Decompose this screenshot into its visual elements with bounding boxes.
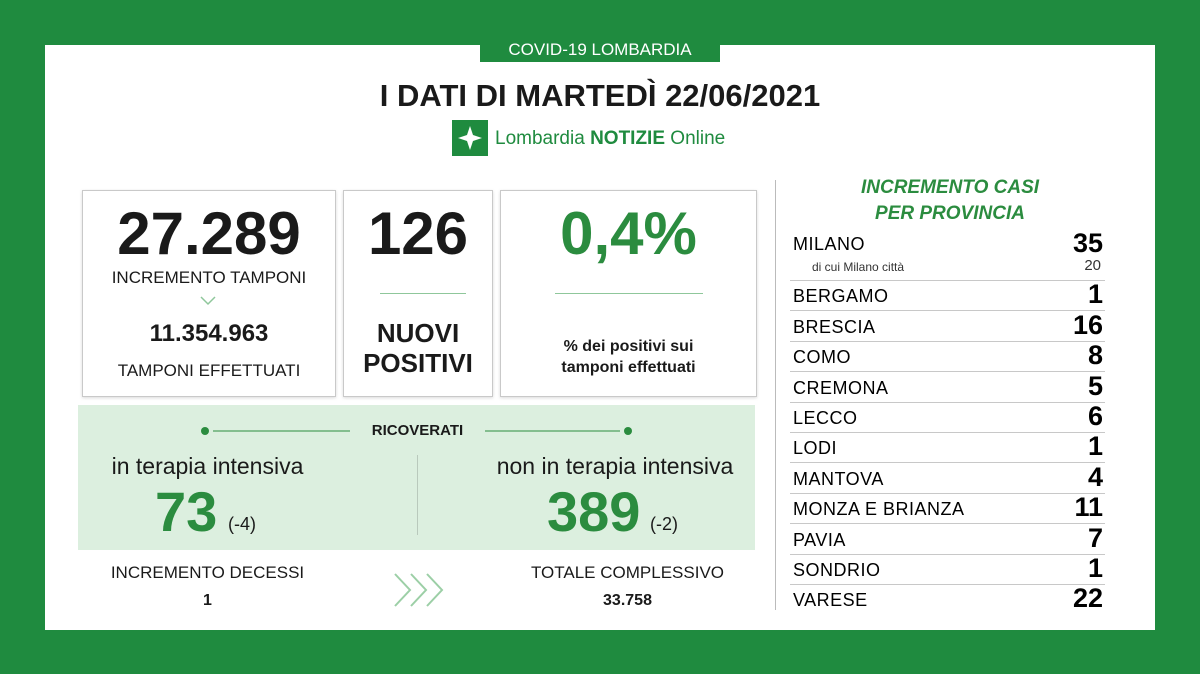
intensive-value: 73 bbox=[155, 480, 218, 543]
province-row: MANTOVA 4 bbox=[790, 461, 1105, 494]
logo-suffix: Online bbox=[670, 128, 726, 149]
totale-value: 33.758 bbox=[603, 592, 652, 609]
province-name: VARESE bbox=[793, 590, 868, 611]
positivi-value: 126 bbox=[367, 200, 469, 267]
province-row: LODI 1 bbox=[790, 431, 1105, 464]
provinces-title-2: PER PROVINCIA bbox=[875, 203, 1025, 224]
province-value: 4 bbox=[1087, 461, 1103, 492]
province-name: MILANO bbox=[793, 234, 866, 254]
province-name: BRESCIA bbox=[793, 316, 876, 337]
decessi-label: INCREMENTO DECESSI bbox=[110, 563, 305, 582]
ricoverati-panel bbox=[78, 405, 755, 550]
non-intensive-value: 389 bbox=[547, 480, 641, 543]
rate-label: % dei positivi sui tamponi effettuati bbox=[500, 336, 757, 378]
ricoverati-title: RICOVERATI bbox=[371, 422, 464, 439]
positivi-label: NUOVI POSITIVI bbox=[343, 318, 493, 378]
province-value: 1 bbox=[1087, 552, 1103, 583]
province-name: COMO bbox=[793, 347, 851, 368]
chevron bbox=[200, 296, 216, 306]
province-value: 1 bbox=[1087, 431, 1103, 462]
logo-brand: NOTIZIE bbox=[590, 128, 666, 149]
logo-icon bbox=[452, 120, 488, 156]
province-name: LODI bbox=[793, 438, 838, 459]
province-name: CREMONA bbox=[793, 377, 889, 398]
provinces-title-1: INCREMENTO CASI bbox=[860, 177, 1040, 198]
tamponi-increment-label: INCREMENTO TAMPONI bbox=[111, 268, 307, 287]
province-value: 8 bbox=[1087, 340, 1103, 371]
tamponi-total: 11.354.963 bbox=[149, 320, 269, 347]
province-value: 35 bbox=[1072, 228, 1103, 258]
province-row: BERGAMO 1 bbox=[790, 279, 1105, 312]
province-row: MONZA E BRIANZA 11 bbox=[790, 492, 1105, 525]
rate-label-1: % dei positivi sui bbox=[563, 338, 694, 355]
province-sub-value: 20 bbox=[1084, 257, 1101, 274]
intensive-label: in terapia intensiva bbox=[111, 453, 304, 479]
province-name: MANTOVA bbox=[793, 468, 884, 489]
decessi-value: 1 bbox=[203, 592, 212, 609]
positivi-label-1: NUOVI bbox=[376, 318, 460, 348]
province-value: 7 bbox=[1087, 522, 1103, 553]
province-name: BERGAMO bbox=[793, 286, 889, 307]
non-intensive-delta: (-2) bbox=[650, 514, 678, 534]
intensive-delta: (-4) bbox=[228, 514, 256, 534]
ricoverati-rule bbox=[201, 427, 632, 435]
province-value: 6 bbox=[1087, 400, 1103, 431]
province-value: 5 bbox=[1087, 370, 1103, 401]
header-tag: COVID-19 LOMBARDIA bbox=[480, 38, 720, 62]
divider bbox=[417, 455, 418, 535]
tamponi-increment: 27.289 bbox=[117, 200, 301, 267]
province-row: PAVIA 7 bbox=[790, 522, 1105, 555]
province-value: 11 bbox=[1074, 492, 1103, 523]
province-row: BRESCIA 16 bbox=[790, 309, 1105, 342]
province-name: SONDRIO bbox=[793, 559, 881, 580]
province-value: 22 bbox=[1072, 583, 1103, 614]
rate-value: 0,4% bbox=[560, 200, 697, 267]
arrows bbox=[394, 573, 444, 607]
tamponi-total-label: TAMPONI EFFETTUATI bbox=[117, 361, 301, 380]
province-row: CREMONA 5 bbox=[790, 370, 1105, 403]
province-row: LECCO 6 bbox=[790, 400, 1105, 433]
province-value: 16 bbox=[1072, 309, 1103, 340]
province-row: MILANO 35 di cui Milano città 20 bbox=[790, 228, 1105, 281]
province-value: 1 bbox=[1087, 279, 1103, 310]
totale-label: TOTALE COMPLESSIVO bbox=[530, 563, 725, 582]
rate-label-2: tamponi effettuati bbox=[561, 359, 696, 376]
positivi-label-2: POSITIVI bbox=[363, 348, 473, 378]
province-name: MONZA E BRIANZA bbox=[793, 499, 965, 520]
non-intensive-label: non in terapia intensiva bbox=[496, 453, 734, 479]
logo-text: Lombardia NOTIZIE Online bbox=[495, 128, 725, 150]
province-sub-label: di cui Milano città bbox=[812, 260, 905, 274]
provinces-title: INCREMENTO CASI PER PROVINCIA bbox=[790, 175, 1110, 227]
province-row: VARESE 22 bbox=[790, 583, 1105, 614]
divider bbox=[775, 180, 776, 610]
province-row: SONDRIO 1 bbox=[790, 552, 1105, 585]
separator bbox=[555, 293, 703, 294]
title: I DATI DI MARTEDÌ 22/06/2021 bbox=[379, 78, 821, 113]
province-row: COMO 8 bbox=[790, 340, 1105, 373]
tamponi-box bbox=[82, 190, 336, 397]
logo-name: Lombardia bbox=[495, 128, 585, 149]
province-name: LECCO bbox=[793, 407, 858, 428]
province-name: PAVIA bbox=[793, 529, 846, 550]
separator bbox=[380, 293, 466, 294]
